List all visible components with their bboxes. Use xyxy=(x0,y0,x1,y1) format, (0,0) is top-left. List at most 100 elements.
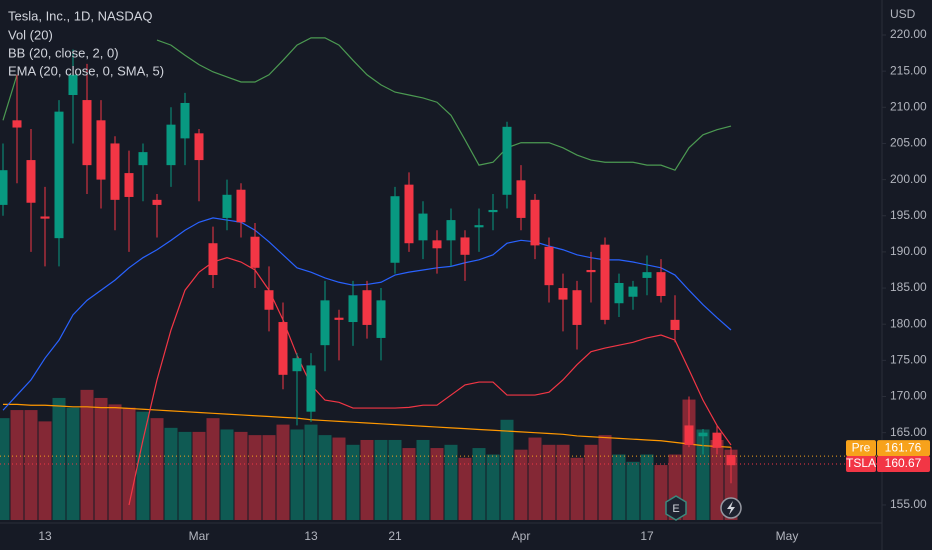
bb-upper-line xyxy=(156,37,732,171)
volume-bar xyxy=(38,421,52,520)
volume-bar xyxy=(500,419,514,520)
candle-body xyxy=(348,295,358,323)
candle-body xyxy=(404,184,414,244)
indicator-label[interactable]: Vol (20) xyxy=(8,27,53,42)
candle-body xyxy=(376,300,386,338)
candle-body xyxy=(586,269,596,273)
earnings-badge[interactable] xyxy=(665,495,687,521)
volume-bar xyxy=(206,418,220,520)
price-tag-value: 161.76 xyxy=(885,440,922,454)
y-tick-label: 200.00 xyxy=(890,172,927,186)
y-tick-label: 165.00 xyxy=(890,425,927,439)
volume-bar xyxy=(290,429,304,520)
volume-bar xyxy=(80,389,94,520)
indicator-label[interactable]: BB (20, close, 2, 0) xyxy=(8,45,119,60)
x-tick-label: 13 xyxy=(304,529,318,543)
volume-bar xyxy=(276,424,290,520)
candle-body xyxy=(194,133,204,161)
candle-body xyxy=(110,143,120,200)
candle-body xyxy=(12,120,22,128)
x-tick-label: Apr xyxy=(512,529,531,543)
candle-body xyxy=(628,286,638,297)
candle-body xyxy=(306,365,316,412)
y-tick-label: 210.00 xyxy=(890,99,927,113)
volume-bar xyxy=(192,431,206,520)
y-tick-label: 155.00 xyxy=(890,497,927,511)
candle-body xyxy=(474,225,484,228)
candle-body xyxy=(698,432,708,437)
plot xyxy=(0,37,882,520)
candle-body xyxy=(712,432,722,448)
event-label[interactable]: E xyxy=(672,503,679,515)
volume-bar xyxy=(472,448,486,520)
price-tag-box xyxy=(877,440,930,457)
volume-bar xyxy=(332,437,346,520)
earnings-icon[interactable]: E xyxy=(665,495,687,521)
volume-bar xyxy=(556,444,570,520)
candle-body xyxy=(96,120,106,180)
volume-bar xyxy=(584,444,598,520)
candle-body xyxy=(642,272,652,278)
y-tick-label: 170.00 xyxy=(890,389,927,403)
volume-bar xyxy=(220,429,234,520)
volume-bar xyxy=(304,424,318,520)
candle-body xyxy=(572,290,582,325)
candle-body xyxy=(614,282,624,304)
volume-bar xyxy=(10,410,24,520)
y-tick-label: 220.00 xyxy=(890,27,927,41)
volume-bar xyxy=(0,418,10,520)
volume-bar xyxy=(486,454,500,520)
volume-bar xyxy=(388,439,402,520)
candle-body xyxy=(222,194,232,218)
chart-title[interactable]: Tesla, Inc., 1D, NASDAQ xyxy=(8,8,153,23)
candle-body xyxy=(390,196,400,263)
volume-bar xyxy=(234,431,248,520)
indicator-label[interactable]: EMA (20, close, 0, SMA, 5) xyxy=(8,63,164,78)
candle-body xyxy=(558,288,568,300)
currency-label: USD xyxy=(890,7,916,21)
candle-body xyxy=(180,102,190,139)
candle-body xyxy=(152,199,162,205)
bb-upper-line xyxy=(2,74,18,121)
y-tick-label: 195.00 xyxy=(890,208,927,222)
dividend-icon[interactable] xyxy=(720,497,742,519)
candle-body xyxy=(236,189,246,223)
volume-bar xyxy=(248,435,262,520)
price-tag-name-box xyxy=(846,440,876,457)
volume-bar xyxy=(654,465,668,520)
price-tag-name-box xyxy=(846,455,876,472)
price-tag-name: TSLA xyxy=(846,456,876,470)
volume-bar xyxy=(598,435,612,520)
volume-bar xyxy=(444,444,458,520)
volume-bar xyxy=(178,431,192,520)
candle-body xyxy=(684,425,694,445)
volume-bar xyxy=(52,397,66,520)
volume-bar xyxy=(696,429,710,520)
candle-body xyxy=(460,237,470,255)
volume-bar xyxy=(430,448,444,520)
volume-bar xyxy=(612,454,626,520)
candle-body xyxy=(26,160,36,203)
volume-bar xyxy=(136,411,150,520)
price-tag-name: Pre xyxy=(852,440,871,454)
x-tick-label: 21 xyxy=(388,529,402,543)
volume-bar xyxy=(374,439,388,520)
volume-bar xyxy=(626,461,640,520)
candle-body xyxy=(516,180,526,218)
volume-bar xyxy=(640,454,654,520)
lightning-glyph xyxy=(727,501,735,515)
candle-body xyxy=(446,220,456,241)
candle-body xyxy=(0,170,8,205)
candle-body xyxy=(334,317,344,320)
candle-body xyxy=(544,246,554,286)
candle-body xyxy=(530,199,540,246)
volume-bar xyxy=(360,439,374,520)
volume-bar xyxy=(710,439,724,520)
volume-ma-line xyxy=(3,403,732,448)
candle-body xyxy=(124,173,134,197)
volume-bar xyxy=(458,457,472,520)
x-tick-label: 13 xyxy=(38,529,52,543)
y-tick-label: 175.00 xyxy=(890,353,927,367)
